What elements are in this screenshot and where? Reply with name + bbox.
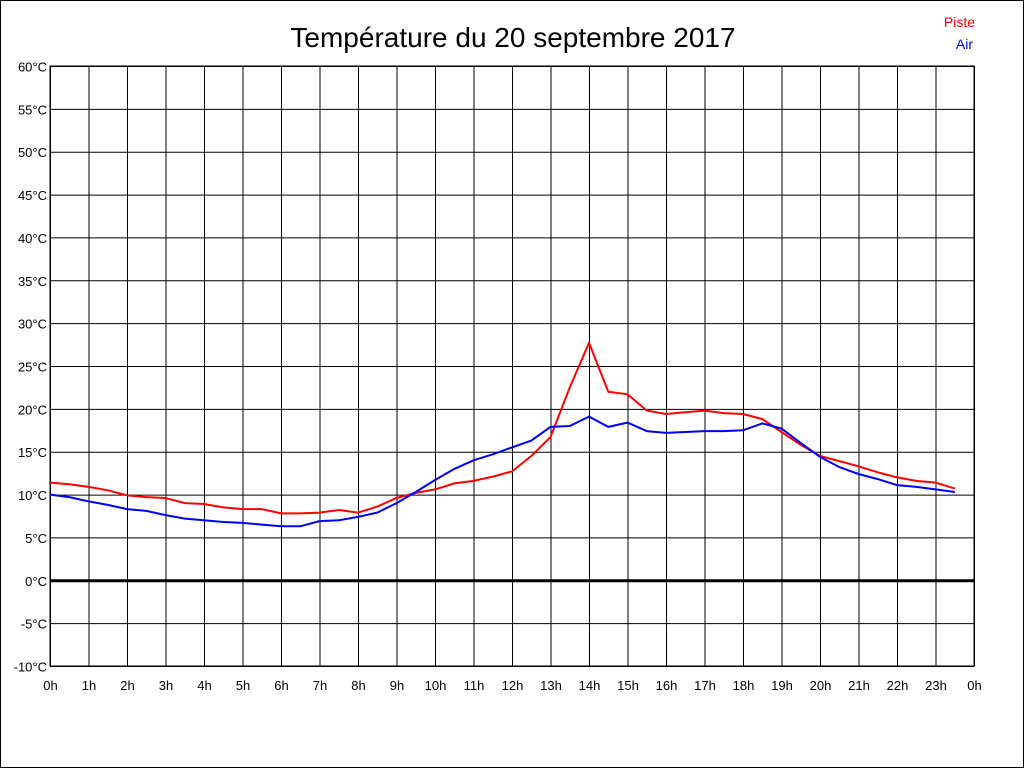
y-tick-label: 60°C xyxy=(18,60,47,75)
x-tick-label: 2h xyxy=(120,678,134,693)
legend-piste: Piste xyxy=(944,14,975,30)
x-tick-label: 1h xyxy=(82,678,96,693)
y-tick-label: 55°C xyxy=(18,102,47,117)
x-tick-label: 19h xyxy=(771,678,793,693)
series-line-piste xyxy=(49,340,956,515)
x-tick-label: 0h xyxy=(967,678,981,693)
y-tick-label: 35°C xyxy=(18,274,47,289)
x-tick-label: 21h xyxy=(848,678,870,693)
x-tick-label: 16h xyxy=(656,678,678,693)
y-tick-label: 5°C xyxy=(25,531,47,546)
y-tick-label: 45°C xyxy=(18,188,47,203)
x-tick-label: 22h xyxy=(887,678,909,693)
x-tick-label: 18h xyxy=(733,678,755,693)
x-tick-label: 17h xyxy=(694,678,716,693)
x-tick-label: 20h xyxy=(810,678,832,693)
x-tick-label: 6h xyxy=(274,678,288,693)
x-tick-label: 11h xyxy=(464,678,485,693)
x-tick-label: 10h xyxy=(425,678,447,693)
x-tick-label: 4h xyxy=(197,678,211,693)
x-tick-label: 23h xyxy=(925,678,947,693)
y-tick-label: 30°C xyxy=(18,317,47,332)
x-tick-label: 3h xyxy=(159,678,173,693)
x-tick-label: 15h xyxy=(617,678,639,693)
chart-title: Température du 20 septembre 2017 xyxy=(290,22,735,53)
x-tick-label: 13h xyxy=(540,678,562,693)
y-tick-label: 15°C xyxy=(18,445,47,460)
y-tick-label: 20°C xyxy=(18,402,47,417)
x-tick-label: 7h xyxy=(313,678,327,693)
series-line-air xyxy=(49,415,955,528)
y-tick-label: -5°C xyxy=(21,617,47,632)
y-tick-label: 50°C xyxy=(18,145,47,160)
x-tick-label: 5h xyxy=(236,678,250,693)
y-tick-label: 10°C xyxy=(18,488,47,503)
y-tick-label: 0°C xyxy=(25,574,47,589)
x-tick-label: 8h xyxy=(351,678,365,693)
x-tick-label: 0h xyxy=(43,678,57,693)
y-tick-label: 25°C xyxy=(18,360,47,375)
x-tick-label: 12h xyxy=(502,678,524,693)
x-tick-label: 14h xyxy=(579,678,601,693)
y-tick-label: 40°C xyxy=(18,231,47,246)
legend-air: Air xyxy=(956,36,973,52)
x-tick-label: 9h xyxy=(390,678,404,693)
y-tick-label: -10°C xyxy=(14,660,47,675)
